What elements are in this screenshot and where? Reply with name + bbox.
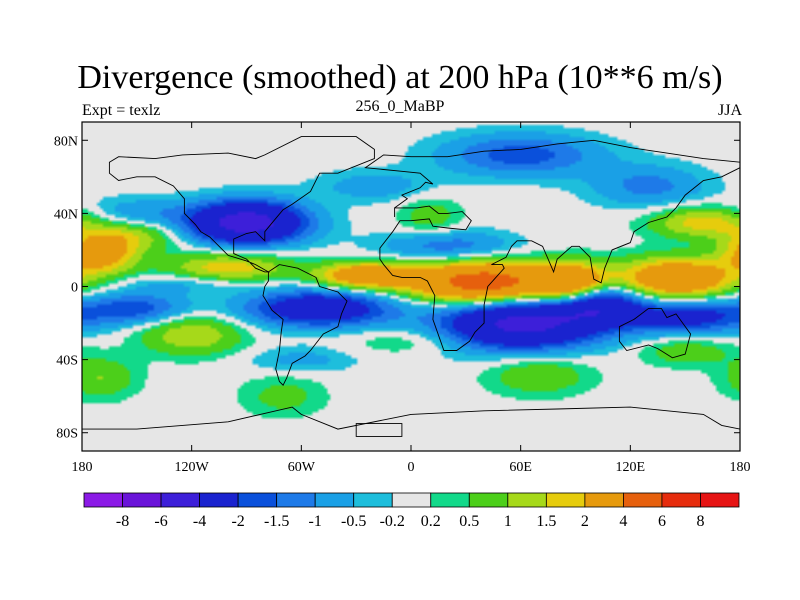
colorbar-box-12 — [545, 492, 586, 508]
coastline-4 — [82, 406, 740, 430]
y-tick-label-3: 40S — [56, 354, 78, 369]
axis-ticks: 180 120W 60W 0 60E 120E 180 80N 40N 0 40S 80S — [54, 122, 751, 475]
chart-title: Divergence (smoothed) at 200 hPa (10**6 … — [77, 59, 723, 96]
y-tick-label-0: 80N — [54, 134, 78, 149]
colorbar-label-12: 2 — [581, 513, 589, 530]
colorbar-box-16 — [700, 492, 740, 508]
coastline-0 — [364, 139, 740, 351]
colorbar-label-15: 8 — [696, 513, 704, 530]
x-tick-label-2: 60W — [288, 460, 316, 475]
colorbar-label-9: 0.5 — [459, 513, 479, 530]
experiment-label: Expt = texlz — [82, 102, 161, 119]
colorbar-box-8 — [391, 492, 432, 508]
coastline-5 — [355, 423, 403, 437]
colorbar-label-13: 4 — [619, 513, 627, 530]
colorbar-label-0: -8 — [116, 513, 129, 530]
y-tick-label-1: 40N — [54, 207, 78, 222]
colorbar-box-3 — [199, 492, 239, 508]
colorbar-box-5 — [276, 492, 316, 508]
colorbar-box-15 — [661, 492, 701, 508]
colorbar-box-11 — [507, 492, 547, 508]
colorbar-label-11: 1.5 — [536, 513, 556, 530]
colorbar-label-7: -0.2 — [380, 513, 405, 530]
colorbar-label-4: -1.5 — [264, 513, 289, 530]
x-tick-label-5: 120E — [616, 460, 646, 475]
y-tick-label-2: 0 — [71, 281, 78, 296]
colorbar-label-8: 0.2 — [421, 513, 441, 530]
period-label: 256_0_MaBP — [355, 98, 445, 115]
colorbar-box-1 — [122, 492, 162, 508]
coastline-2 — [262, 264, 348, 386]
colorbar-box-10 — [468, 492, 509, 508]
colorbar-box-13 — [584, 492, 624, 508]
divergence-field — [82, 122, 740, 451]
colorbar-box-0 — [83, 492, 123, 508]
coastline-3 — [618, 307, 692, 359]
colorbar-label-5: -1 — [309, 513, 322, 530]
coastline-1 — [108, 136, 375, 273]
colorbar: -8 -6 -4 -2 -1.5 -1 -0.5 -0.2 0.2 0.5 1 1.5 2 4 6 8 — [83, 492, 740, 530]
colorbar-label-3: -2 — [231, 513, 244, 530]
colorbar-box-2 — [160, 492, 200, 508]
colorbar-box-6 — [314, 492, 355, 508]
x-tick-label-6: 180 — [730, 460, 751, 475]
x-tick-label-4: 60E — [509, 460, 532, 475]
x-tick-label-1: 120W — [175, 460, 210, 475]
y-tick-label-4: 80S — [56, 427, 78, 442]
colorbar-label-2: -4 — [193, 513, 206, 530]
x-tick-label-0: 180 — [72, 460, 93, 475]
colorbar-label-14: 6 — [658, 513, 666, 530]
colorbar-label-10: 1 — [504, 513, 512, 530]
colorbar-label-6: -0.5 — [341, 513, 366, 530]
season-label: JJA — [717, 102, 742, 119]
colorbar-label-1: -6 — [154, 513, 167, 530]
colorbar-box-7 — [353, 492, 393, 508]
colorbar-box-14 — [623, 492, 663, 508]
x-tick-label-3: 0 — [408, 460, 415, 475]
colorbar-box-4 — [237, 492, 278, 508]
coastlines — [82, 136, 740, 437]
colorbar-box-9 — [430, 492, 470, 508]
